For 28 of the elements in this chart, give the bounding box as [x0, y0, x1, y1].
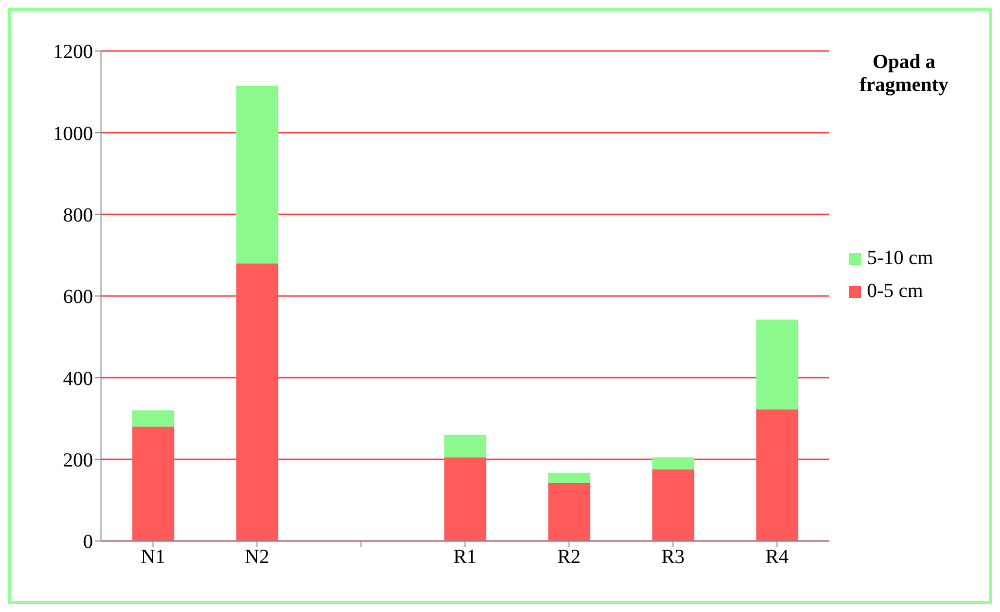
legend-label: 5-10 cm [867, 247, 934, 270]
x-tick-label: N2 [244, 546, 270, 568]
y-tick-label: 1200 [53, 41, 93, 64]
y-tick-label: 1000 [53, 122, 93, 145]
legend-label: 0-5 cm [867, 280, 924, 303]
bar [756, 410, 798, 541]
x-tick-label: R2 [557, 546, 581, 568]
y-tick-label: 800 [63, 204, 93, 226]
bar [652, 470, 694, 541]
y-tick-label: 600 [63, 286, 93, 308]
bar [548, 472, 590, 484]
bar [652, 457, 694, 470]
bar [548, 483, 590, 541]
x-tick-label: R3 [661, 546, 685, 568]
bar [132, 426, 174, 541]
x-tick-label: R4 [765, 546, 789, 568]
y-tick-label: 400 [63, 368, 93, 390]
bar [444, 434, 486, 458]
bar [444, 457, 486, 541]
bar [132, 410, 174, 427]
y-tick-label: 0 [83, 531, 93, 554]
bar [236, 263, 278, 541]
y-tick-label: 200 [63, 449, 93, 472]
bar [236, 86, 278, 264]
bar [756, 320, 798, 410]
legend-title: Opad a fragmenty [858, 51, 950, 97]
x-tick-label: N1 [140, 546, 166, 568]
x-tick-label: R1 [453, 546, 477, 568]
